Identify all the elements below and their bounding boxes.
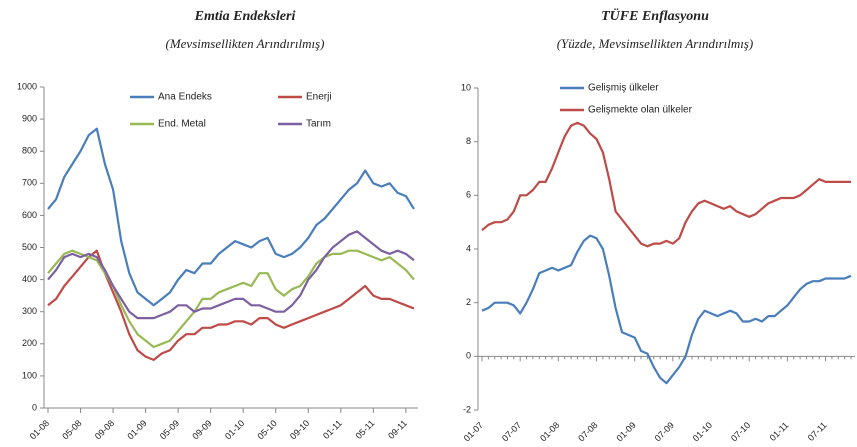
x-tick-label: 09-09	[190, 418, 213, 441]
series-line	[47, 127, 415, 307]
y-tick-label: 8	[466, 136, 471, 146]
series-line	[481, 121, 851, 248]
x-tick-label: 01-09	[125, 418, 148, 441]
chart-subtitle: (Mevsimsellikten Arındırılmış)	[166, 36, 325, 51]
x-tick-label: 05-09	[158, 418, 181, 441]
x-tick-label: 01-08	[28, 418, 51, 441]
series-line	[481, 234, 852, 385]
legend-label: End. Metal	[158, 119, 206, 130]
chart-title: Emtia Endeksleri	[194, 9, 296, 24]
x-tick-label: 01-10	[223, 418, 246, 441]
x-tick-label: 01-07	[462, 420, 485, 443]
y-tick-label: 500	[22, 242, 37, 252]
y-tick-label: 600	[22, 210, 37, 220]
y-tick-label: -2	[463, 404, 471, 414]
x-tick-label: 07-07	[500, 420, 523, 443]
y-tick-label: 400	[22, 274, 37, 284]
chart-title: TÜFE Enflasyonu	[601, 7, 709, 24]
x-tick-label: 01-08	[538, 420, 561, 443]
series-line	[47, 230, 415, 320]
x-tick-label: 07-10	[729, 420, 752, 443]
x-tick-label: 05-11	[354, 418, 377, 441]
x-tick-label: 05-08	[60, 418, 83, 441]
x-tick-label: 09-08	[93, 418, 116, 441]
y-tick-label: 0	[466, 351, 471, 361]
y-tick-label: 200	[22, 338, 37, 348]
x-tick-label: 01-11	[321, 418, 344, 441]
legend-label: Enerji	[306, 92, 332, 103]
y-tick-label: 300	[22, 306, 37, 316]
y-tick-label: 10	[461, 82, 471, 92]
y-tick-label: 800	[22, 146, 37, 156]
legend-label: Gelişmekte olan ülkeler	[588, 105, 693, 116]
legend-label: Gelişmiş ülkeler	[588, 83, 659, 94]
x-tick-label: 05-10	[255, 418, 278, 441]
legend-label: Tarım	[306, 119, 331, 130]
y-tick-label: 4	[466, 243, 471, 253]
y-tick-label: 700	[22, 178, 37, 188]
y-tick-label: 0	[32, 402, 37, 412]
y-tick-label: 100	[22, 370, 37, 380]
y-tick-label: 1000	[17, 81, 37, 91]
y-tick-label: 2	[466, 297, 471, 307]
x-tick-label: 01-09	[614, 420, 637, 443]
series-line	[47, 249, 415, 361]
x-tick-label: 01-10	[691, 420, 714, 443]
x-tick-label: 09-10	[288, 418, 311, 441]
y-tick-label: 6	[466, 190, 471, 200]
chart-subtitle: (Yüzde, Mevsimsellikten Arındırılmış)	[557, 36, 754, 51]
x-tick-label: 09-11	[386, 418, 409, 441]
x-tick-label: 07-11	[806, 420, 829, 443]
x-tick-label: 01-11	[768, 420, 791, 443]
y-tick-label: 900	[22, 113, 37, 123]
legend-label: Ana Endeks	[158, 92, 212, 103]
x-tick-label: 07-09	[653, 420, 676, 443]
x-tick-label: 07-08	[576, 420, 599, 443]
